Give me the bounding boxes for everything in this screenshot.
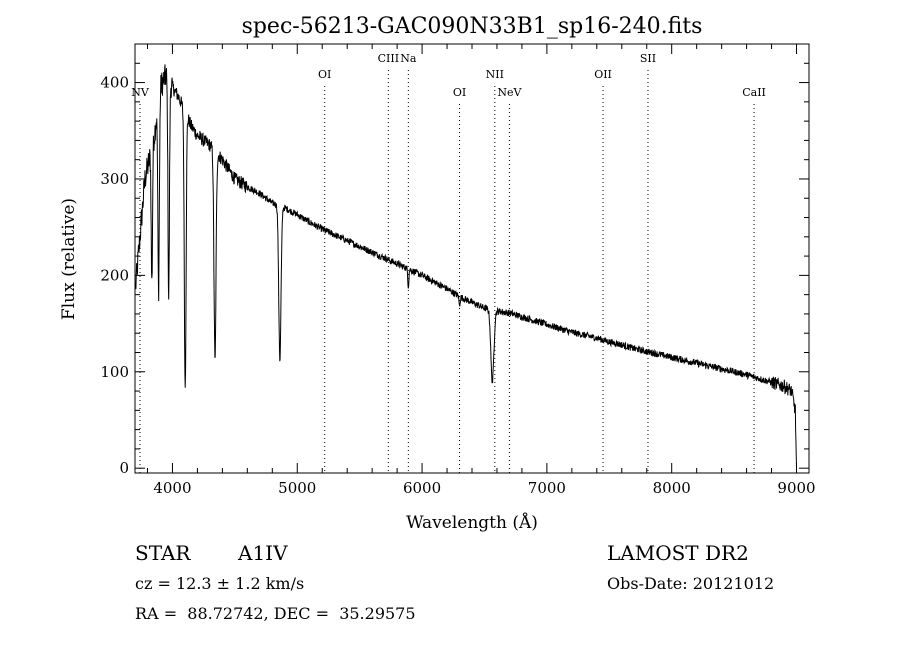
y-axis-label: Flux (relative): [59, 198, 79, 320]
x-tick-label: 9000: [777, 479, 815, 497]
line-marker-label: NeV: [497, 86, 522, 99]
x-axis-label: Wavelength (Å): [406, 512, 538, 533]
survey-name: LAMOST DR2: [607, 541, 749, 565]
line-markers: NV OI CIII Na OI NII NeV OII SII CaII: [131, 52, 766, 473]
y-tick-label: 200: [100, 266, 129, 284]
object-type: STAR: [135, 541, 191, 565]
x-tick-label: 4000: [153, 479, 191, 497]
object-subclass: A1IV: [238, 541, 288, 565]
x-tick-label: 5000: [278, 479, 316, 497]
y-axis-ticks: 0 100 200 300 400: [100, 62, 809, 477]
y-tick-label: 0: [119, 459, 129, 477]
obs-date: Obs-Date: 20121012: [607, 574, 775, 593]
line-marker-label: Na: [400, 52, 417, 65]
y-tick-label: 100: [100, 363, 129, 381]
x-axis-ticks: 4000 5000 6000 7000 8000 9000: [146, 44, 816, 497]
line-marker-label: CIII: [378, 52, 399, 65]
line-marker-label: SII: [640, 52, 656, 65]
plot-frame: [134, 43, 810, 474]
line-marker-label: NII: [486, 68, 504, 81]
redshift-text: cz = 12.3 ± 1.2 km/s: [135, 574, 305, 593]
spectrum-line: [135, 64, 797, 469]
line-marker-label: OII: [594, 68, 612, 81]
y-tick-label: 400: [100, 74, 129, 92]
coordinates: RA = 88.72742, DEC = 35.29575: [135, 604, 416, 623]
line-marker-label: OI: [453, 86, 466, 99]
line-marker-label: OI: [318, 68, 331, 81]
line-marker-label: CaII: [742, 86, 766, 99]
x-tick-label: 8000: [653, 479, 691, 497]
chart-title: spec-56213-GAC090N33B1_sp16-240.fits: [242, 14, 703, 39]
y-tick-label: 300: [100, 170, 129, 188]
x-tick-label: 6000: [403, 479, 441, 497]
x-tick-label: 7000: [528, 479, 566, 497]
line-marker-label: NV: [131, 86, 150, 99]
